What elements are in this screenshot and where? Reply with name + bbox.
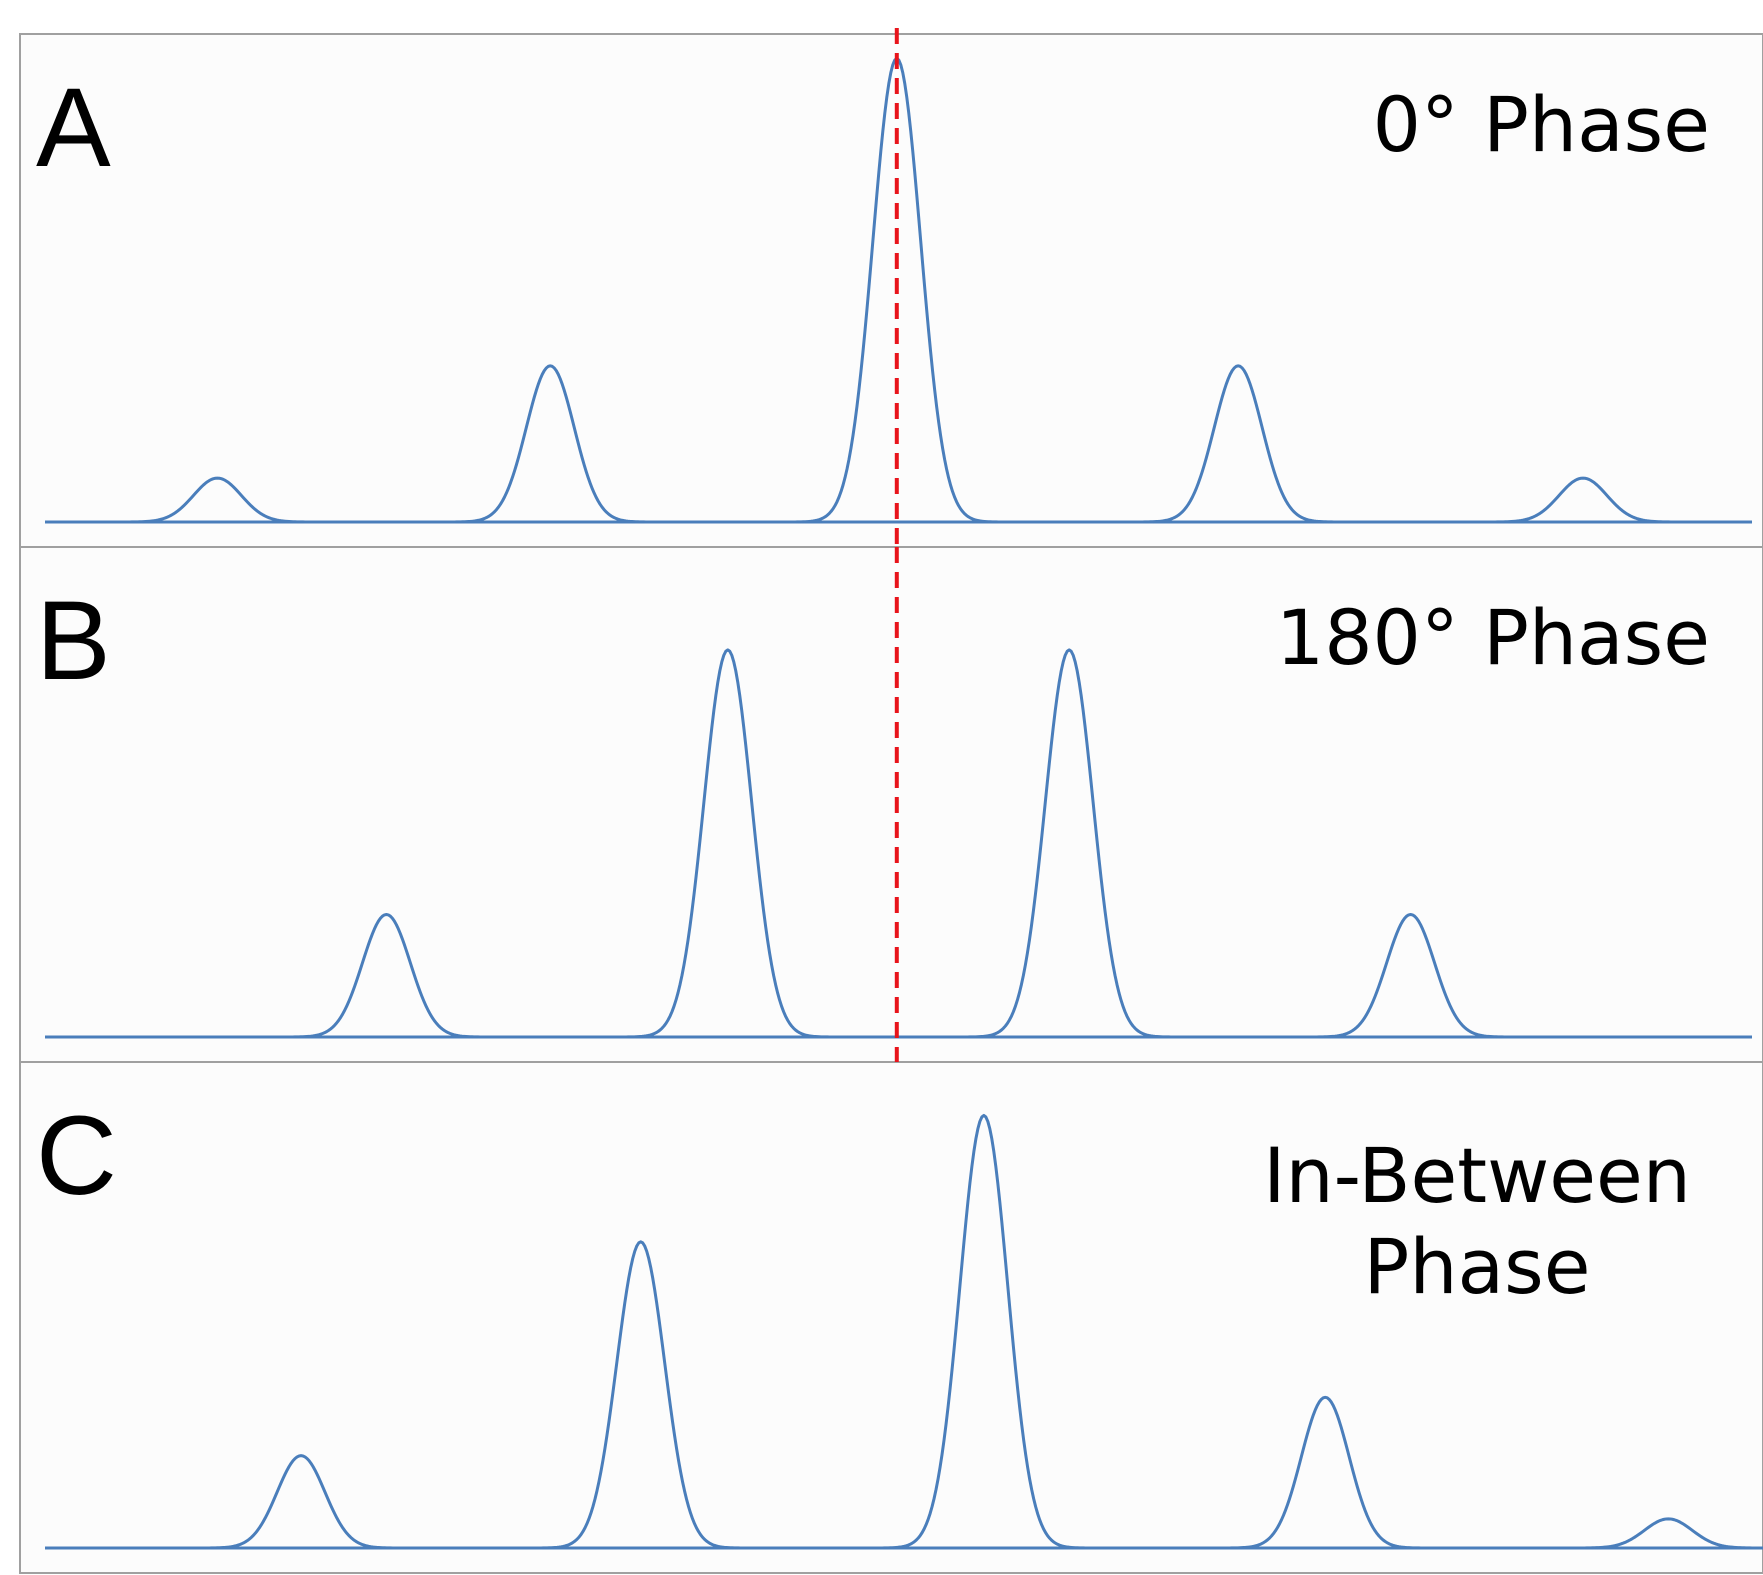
peak xyxy=(97,476,337,524)
panel-frame xyxy=(19,1061,1763,1574)
panel-frame xyxy=(19,33,1763,548)
panel-title: 0° Phase xyxy=(1372,80,1710,169)
peak xyxy=(266,913,506,1039)
peak xyxy=(1205,1395,1445,1550)
peak xyxy=(521,1240,761,1550)
peak xyxy=(430,364,670,524)
panel-title: In-Between Phase xyxy=(1263,1131,1691,1312)
peak xyxy=(608,648,848,1039)
peak xyxy=(1291,913,1531,1039)
peak xyxy=(864,1113,1104,1550)
peak xyxy=(1548,1517,1763,1550)
panel-label: C xyxy=(36,1093,117,1218)
peak xyxy=(1118,364,1358,524)
peak xyxy=(1463,476,1703,524)
peak xyxy=(181,1454,421,1550)
peak xyxy=(949,648,1189,1039)
panel-title: 180° Phase xyxy=(1275,593,1710,682)
panel-label: B xyxy=(36,578,111,703)
panel-label: A xyxy=(36,65,111,190)
